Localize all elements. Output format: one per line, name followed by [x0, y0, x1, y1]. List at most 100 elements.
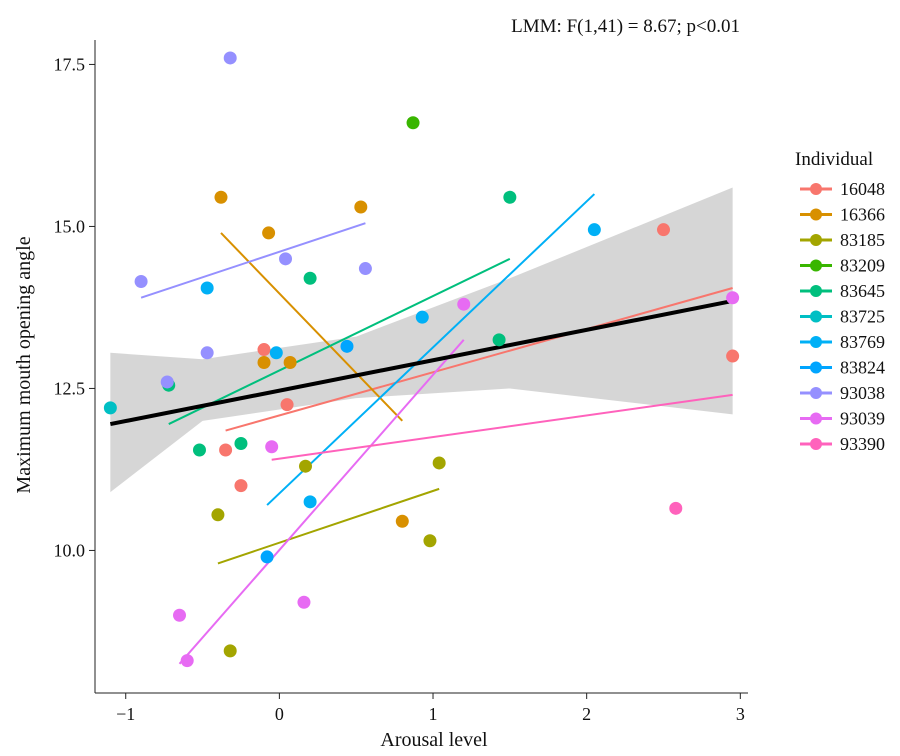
point-83824-0 — [260, 550, 274, 564]
point-16048-5 — [726, 349, 740, 363]
fit-lines-layer — [140, 193, 733, 665]
point-16366-5 — [395, 514, 409, 528]
point-83185-0 — [211, 508, 225, 522]
legend-key-point — [810, 438, 822, 450]
legend-label: 83209 — [840, 256, 885, 276]
point-16366-0 — [214, 190, 228, 204]
point-93039-1 — [180, 654, 194, 668]
y-tick-label: 15.0 — [54, 216, 86, 236]
x-tick-label: 1 — [429, 704, 438, 724]
point-93038-5 — [160, 375, 174, 389]
legend-label: 93038 — [840, 383, 885, 403]
legend-item-83824: 83824 — [800, 358, 885, 378]
legend-key-point — [810, 310, 822, 323]
point-16366-4 — [354, 200, 368, 214]
y-axis-label: Maximum mouth opening angle — [13, 236, 35, 493]
legend-item-93390: 93390 — [800, 434, 885, 454]
legend-key-point — [810, 259, 822, 272]
confidence-band-layer — [110, 187, 733, 493]
overall-fit-line — [109, 298, 734, 427]
point-83185-1 — [223, 644, 237, 658]
y-tick-label: 17.5 — [54, 54, 86, 74]
point-93390-0 — [669, 501, 683, 515]
legend-key-point — [810, 234, 822, 246]
point-16366-1 — [257, 356, 271, 370]
y-tick-label: 10.0 — [54, 540, 86, 560]
point-16048-0 — [219, 443, 233, 457]
point-16366-3 — [283, 356, 297, 370]
legend-key-point — [810, 412, 822, 425]
y-tick-label: 12.5 — [54, 378, 86, 398]
legend-label: 83769 — [840, 332, 885, 352]
point-83209-0 — [406, 116, 420, 130]
point-93039-5 — [726, 291, 740, 305]
point-16048-1 — [234, 479, 248, 493]
legend-label: 16366 — [840, 205, 885, 225]
legend-key-point — [810, 183, 822, 195]
fit-line-93039 — [178, 339, 465, 665]
stats-annotation: LMM: F(1,41) = 8.67; p<0.01 — [511, 16, 740, 37]
x-axis-label: Arousal level — [380, 729, 488, 751]
x-tick-label: 3 — [736, 704, 745, 724]
legend-key-point — [810, 285, 822, 297]
data-points-layer — [103, 51, 740, 668]
legend-label: 83185 — [840, 230, 885, 250]
x-tick-label: −1 — [116, 704, 135, 724]
legend: 16048 16366 83185 83209 83645 83725 83769 83824… — [800, 179, 885, 454]
legend-title: Individual — [795, 149, 873, 170]
point-83645-4 — [492, 333, 506, 347]
point-93039-0 — [173, 608, 187, 622]
point-93039-4 — [457, 297, 471, 311]
point-83769-1 — [269, 346, 283, 360]
point-93038-0 — [134, 275, 148, 289]
overall-fit-layer — [109, 298, 734, 427]
legend-label: 83645 — [840, 281, 885, 301]
legend-label: 83725 — [840, 307, 885, 327]
legend-key-point — [810, 208, 822, 221]
point-93038-4 — [358, 262, 372, 276]
point-83185-2 — [298, 459, 312, 473]
axes-layer: −1 0 1 2 3 10.0 12.5 15.0 17.5 — [54, 40, 748, 724]
legend-item-83209: 83209 — [800, 256, 885, 276]
legend-label: 16048 — [840, 179, 885, 199]
fit-line-83185 — [217, 487, 440, 565]
confidence-band — [110, 187, 733, 493]
x-tick-label: 2 — [582, 704, 591, 724]
point-83769-0 — [200, 281, 214, 295]
point-93039-3 — [297, 595, 311, 609]
legend-label: 93390 — [840, 434, 885, 454]
point-83185-3 — [423, 534, 437, 548]
point-83769-4 — [587, 223, 601, 237]
point-83645-2 — [234, 437, 248, 451]
fit-line-83645 — [168, 257, 511, 425]
legend-key-point — [810, 387, 822, 399]
point-16048-3 — [280, 398, 294, 412]
legend-item-83769: 83769 — [800, 332, 885, 352]
point-83645-5 — [503, 190, 517, 204]
point-93038-3 — [279, 252, 293, 266]
point-83769-2 — [303, 495, 317, 509]
fit-line-16366 — [220, 232, 404, 422]
fit-line-93390 — [271, 393, 733, 461]
point-83645-3 — [303, 271, 317, 285]
point-93039-2 — [265, 440, 279, 454]
fit-line-93038 — [140, 222, 366, 299]
point-83645-1 — [192, 443, 206, 457]
legend-item-83725: 83725 — [800, 307, 885, 327]
legend-item-83645: 83645 — [800, 281, 885, 301]
point-83769-3 — [415, 310, 429, 324]
legend-item-16048: 16048 — [800, 179, 885, 199]
point-16048-4 — [656, 223, 670, 237]
legend-key-point — [810, 336, 822, 348]
point-16048-2 — [257, 343, 271, 357]
fit-line-16048 — [225, 287, 733, 432]
legend-label: 83824 — [840, 358, 885, 378]
x-tick-label: 0 — [275, 704, 284, 724]
point-93038-1 — [223, 51, 237, 65]
legend-item-16366: 16366 — [800, 205, 885, 225]
legend-item-93039: 93039 — [800, 409, 885, 429]
point-83725-0 — [103, 401, 117, 415]
legend-item-93038: 93038 — [800, 383, 885, 403]
